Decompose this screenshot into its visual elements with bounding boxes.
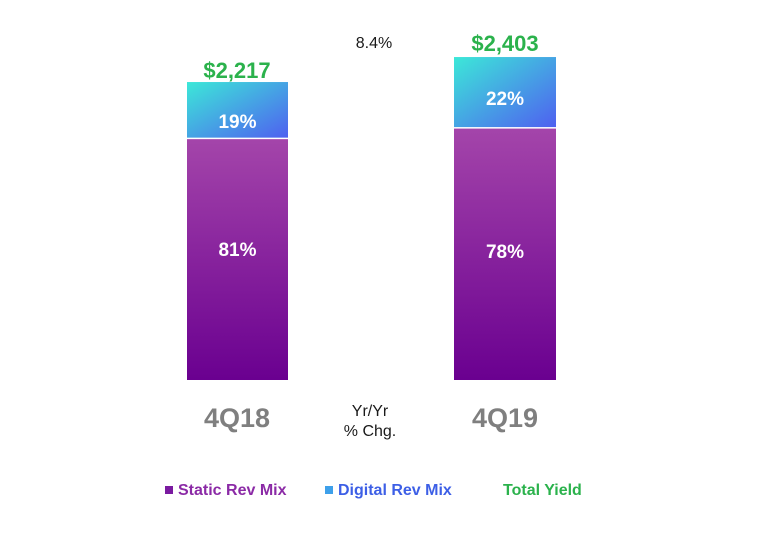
yoy-change-value: 8.4%: [355, 35, 393, 52]
legend-item-total: Total Yield: [503, 482, 582, 500]
chart-legend: Static Rev Mix Digital Rev Mix Total Yie…: [0, 482, 761, 504]
bar-segment-digital-4q18: [187, 82, 288, 139]
category-label-4q19: 4Q19: [471, 403, 539, 433]
category-label-4q18: 4Q18: [203, 403, 271, 433]
bar-segment-digital-4q19: [454, 57, 556, 129]
legend-swatch-digital: [325, 486, 333, 494]
bar-label-digital-4q18: 19%: [218, 112, 257, 133]
legend-label-static: Static Rev Mix: [178, 482, 287, 499]
legend-item-digital: Digital Rev Mix: [325, 482, 452, 500]
legend-label-digital: Digital Rev Mix: [338, 482, 452, 499]
legend-label-total: Total Yield: [503, 482, 582, 499]
bar-segment-static-4q18: [187, 138, 288, 380]
total-label-4q18: $2,217: [203, 58, 271, 83]
bar-segment-static-4q19: [454, 128, 556, 380]
bar-segment-divider-4q18: [187, 137, 288, 140]
bar-segment-divider-4q19: [454, 127, 556, 129]
bar-label-static-4q19: 78%: [485, 242, 525, 263]
total-label-4q19: $2,403: [471, 31, 539, 56]
yoy-label-line1: Yr/Yr: [351, 403, 389, 420]
bar-label-static-4q18: 81%: [218, 240, 257, 261]
legend-item-static: Static Rev Mix: [165, 482, 286, 500]
yoy-label-line2: % Chg.: [343, 423, 397, 440]
legend-swatch-static: [165, 486, 173, 494]
yoy-change-label: Yr/Yr % Chg.: [330, 402, 410, 442]
bar-label-digital-4q19: 22%: [485, 89, 525, 110]
